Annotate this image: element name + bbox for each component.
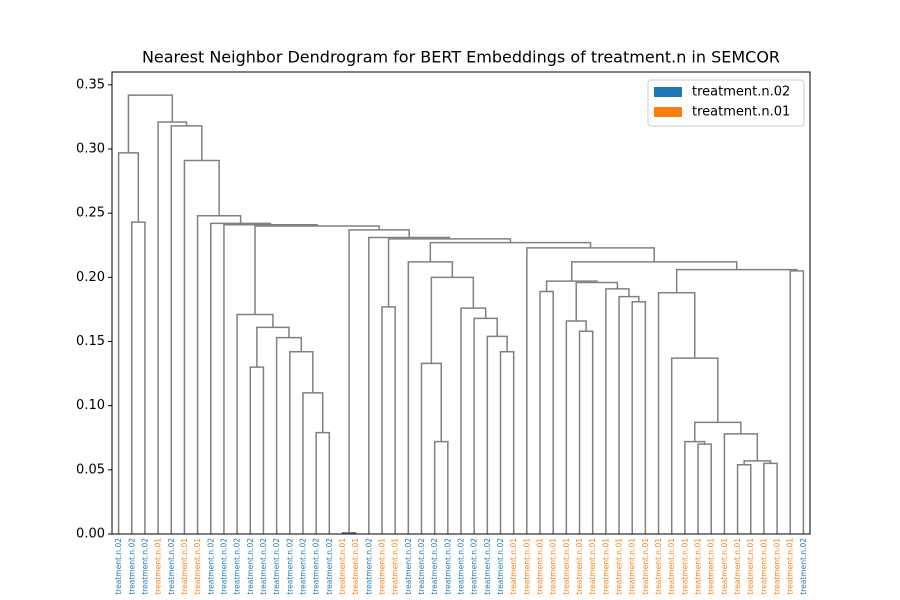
y-tick-label: 0.15 (76, 334, 105, 349)
link (631, 300, 647, 534)
leaf-label: treatment.n.01 (601, 538, 610, 595)
link (789, 270, 805, 534)
leaf-label: treatment.n.02 (404, 538, 413, 595)
leaf-label: treatment.n.01 (694, 538, 703, 595)
y-tick-label: 0.30 (76, 142, 105, 157)
leaf-label: treatment.n.02 (114, 538, 123, 595)
leaf-label: treatment.n.01 (628, 538, 637, 595)
leaf-label: treatment.n.01 (720, 538, 729, 595)
leaf-label: treatment.n.01 (746, 538, 755, 595)
leaf-label: treatment.n.01 (154, 538, 163, 595)
leaf-label: treatment.n.02 (470, 538, 479, 595)
leaf-label: treatment.n.02 (206, 538, 215, 595)
link (499, 351, 515, 534)
link (763, 462, 778, 534)
leaf-label: treatment.n.02 (259, 538, 268, 595)
legend-box (647, 79, 805, 127)
leaf-label: treatment.n.02 (233, 538, 242, 595)
leaf-label: treatment.n.01 (786, 538, 795, 595)
y-tick-label: 0.35 (76, 77, 105, 92)
leaf-label: treatment.n.01 (588, 538, 597, 595)
leaf-label: treatment.n.02 (285, 538, 294, 595)
y-tick-label: 0.20 (76, 270, 105, 285)
legend-label: treatment.n.02 (692, 85, 790, 100)
axes-frame (111, 71, 811, 535)
leaf-label: treatment.n.01 (733, 538, 742, 595)
legend: treatment.n.02 treatment.n.01 (647, 79, 805, 127)
leaf-label: treatment.n.02 (443, 538, 452, 595)
legend-label: treatment.n.01 (692, 105, 790, 120)
link (575, 281, 619, 321)
leaf-label: treatment.n.01 (615, 538, 624, 595)
leaf-label: treatment.n.02 (312, 538, 321, 595)
link (127, 94, 174, 153)
link (697, 443, 712, 534)
leaf-label: treatment.n.01 (549, 538, 558, 595)
leaf-label: treatment.n.01 (575, 538, 584, 595)
leaf-label: treatment.n.02 (799, 538, 808, 595)
link (526, 247, 655, 534)
leaf-label: treatment.n.02 (457, 538, 466, 595)
link (315, 431, 331, 534)
link (289, 351, 314, 534)
leaf-label: treatment.n.02 (417, 538, 426, 595)
leaf-label: treatment.n.02 (496, 538, 505, 595)
leaf-label: treatment.n.01 (338, 538, 347, 595)
leaf-label: treatment.n.01 (707, 538, 716, 595)
link (223, 223, 318, 534)
leaf-label: treatment.n.02 (272, 538, 281, 595)
y-tick-label: 0.25 (76, 206, 105, 221)
leaf-label: treatment.n.01 (759, 538, 768, 595)
leaf-label: treatment.n.01 (667, 538, 676, 595)
y-tick-label: 0.05 (76, 462, 105, 477)
leaf-label: treatment.n.01 (377, 538, 386, 595)
leaf-label: treatment.n.01 (680, 538, 689, 595)
link (341, 531, 357, 534)
leaf-label: treatment.n.01 (522, 538, 531, 595)
plot-area: 0.00 0.05 0.10 0.15 0.20 0.25 0.30 0.35 treatmen… (76, 77, 808, 594)
legend-swatch (654, 87, 682, 97)
leaf-label: treatment.n.02 (483, 538, 492, 595)
leaf-label: treatment.n.02 (364, 538, 373, 595)
link (565, 320, 587, 534)
leaf-label: treatment.n.02 (430, 538, 439, 595)
leaf-label: treatment.n.02 (246, 538, 255, 595)
leaf-label: treatment.n.01 (180, 538, 189, 595)
link (420, 362, 442, 534)
leaf-label: treatment.n.02 (219, 538, 228, 595)
leaf-label: treatment.n.02 (298, 538, 307, 595)
leaf-label: treatment.n.01 (773, 538, 782, 595)
y-tick-label: 0.00 (76, 527, 105, 542)
y-tick-label: 0.10 (76, 398, 105, 413)
leaf-label: treatment.n.02 (167, 538, 176, 595)
legend-swatch (654, 107, 682, 117)
link (249, 366, 265, 534)
leaf-label: treatment.n.01 (509, 538, 518, 595)
leaf-label: treatment.n.01 (193, 538, 202, 595)
leaf-label: treatment.n.01 (641, 538, 650, 595)
link (486, 335, 508, 534)
leaf-label: treatment.n.02 (325, 538, 334, 595)
leaf-label: treatment.n.01 (536, 538, 545, 595)
chart-title: Nearest Neighbor Dendrogram for BERT Emb… (142, 48, 780, 67)
leaf-label: treatment.n.01 (654, 538, 663, 595)
leaf-label: treatment.n.02 (140, 538, 149, 595)
leaf-label: treatment.n.02 (127, 538, 136, 595)
leaf-label: treatment.n.01 (391, 538, 400, 595)
leaf-label: treatment.n.01 (562, 538, 571, 595)
leaf-label: treatment.n.01 (351, 538, 360, 595)
